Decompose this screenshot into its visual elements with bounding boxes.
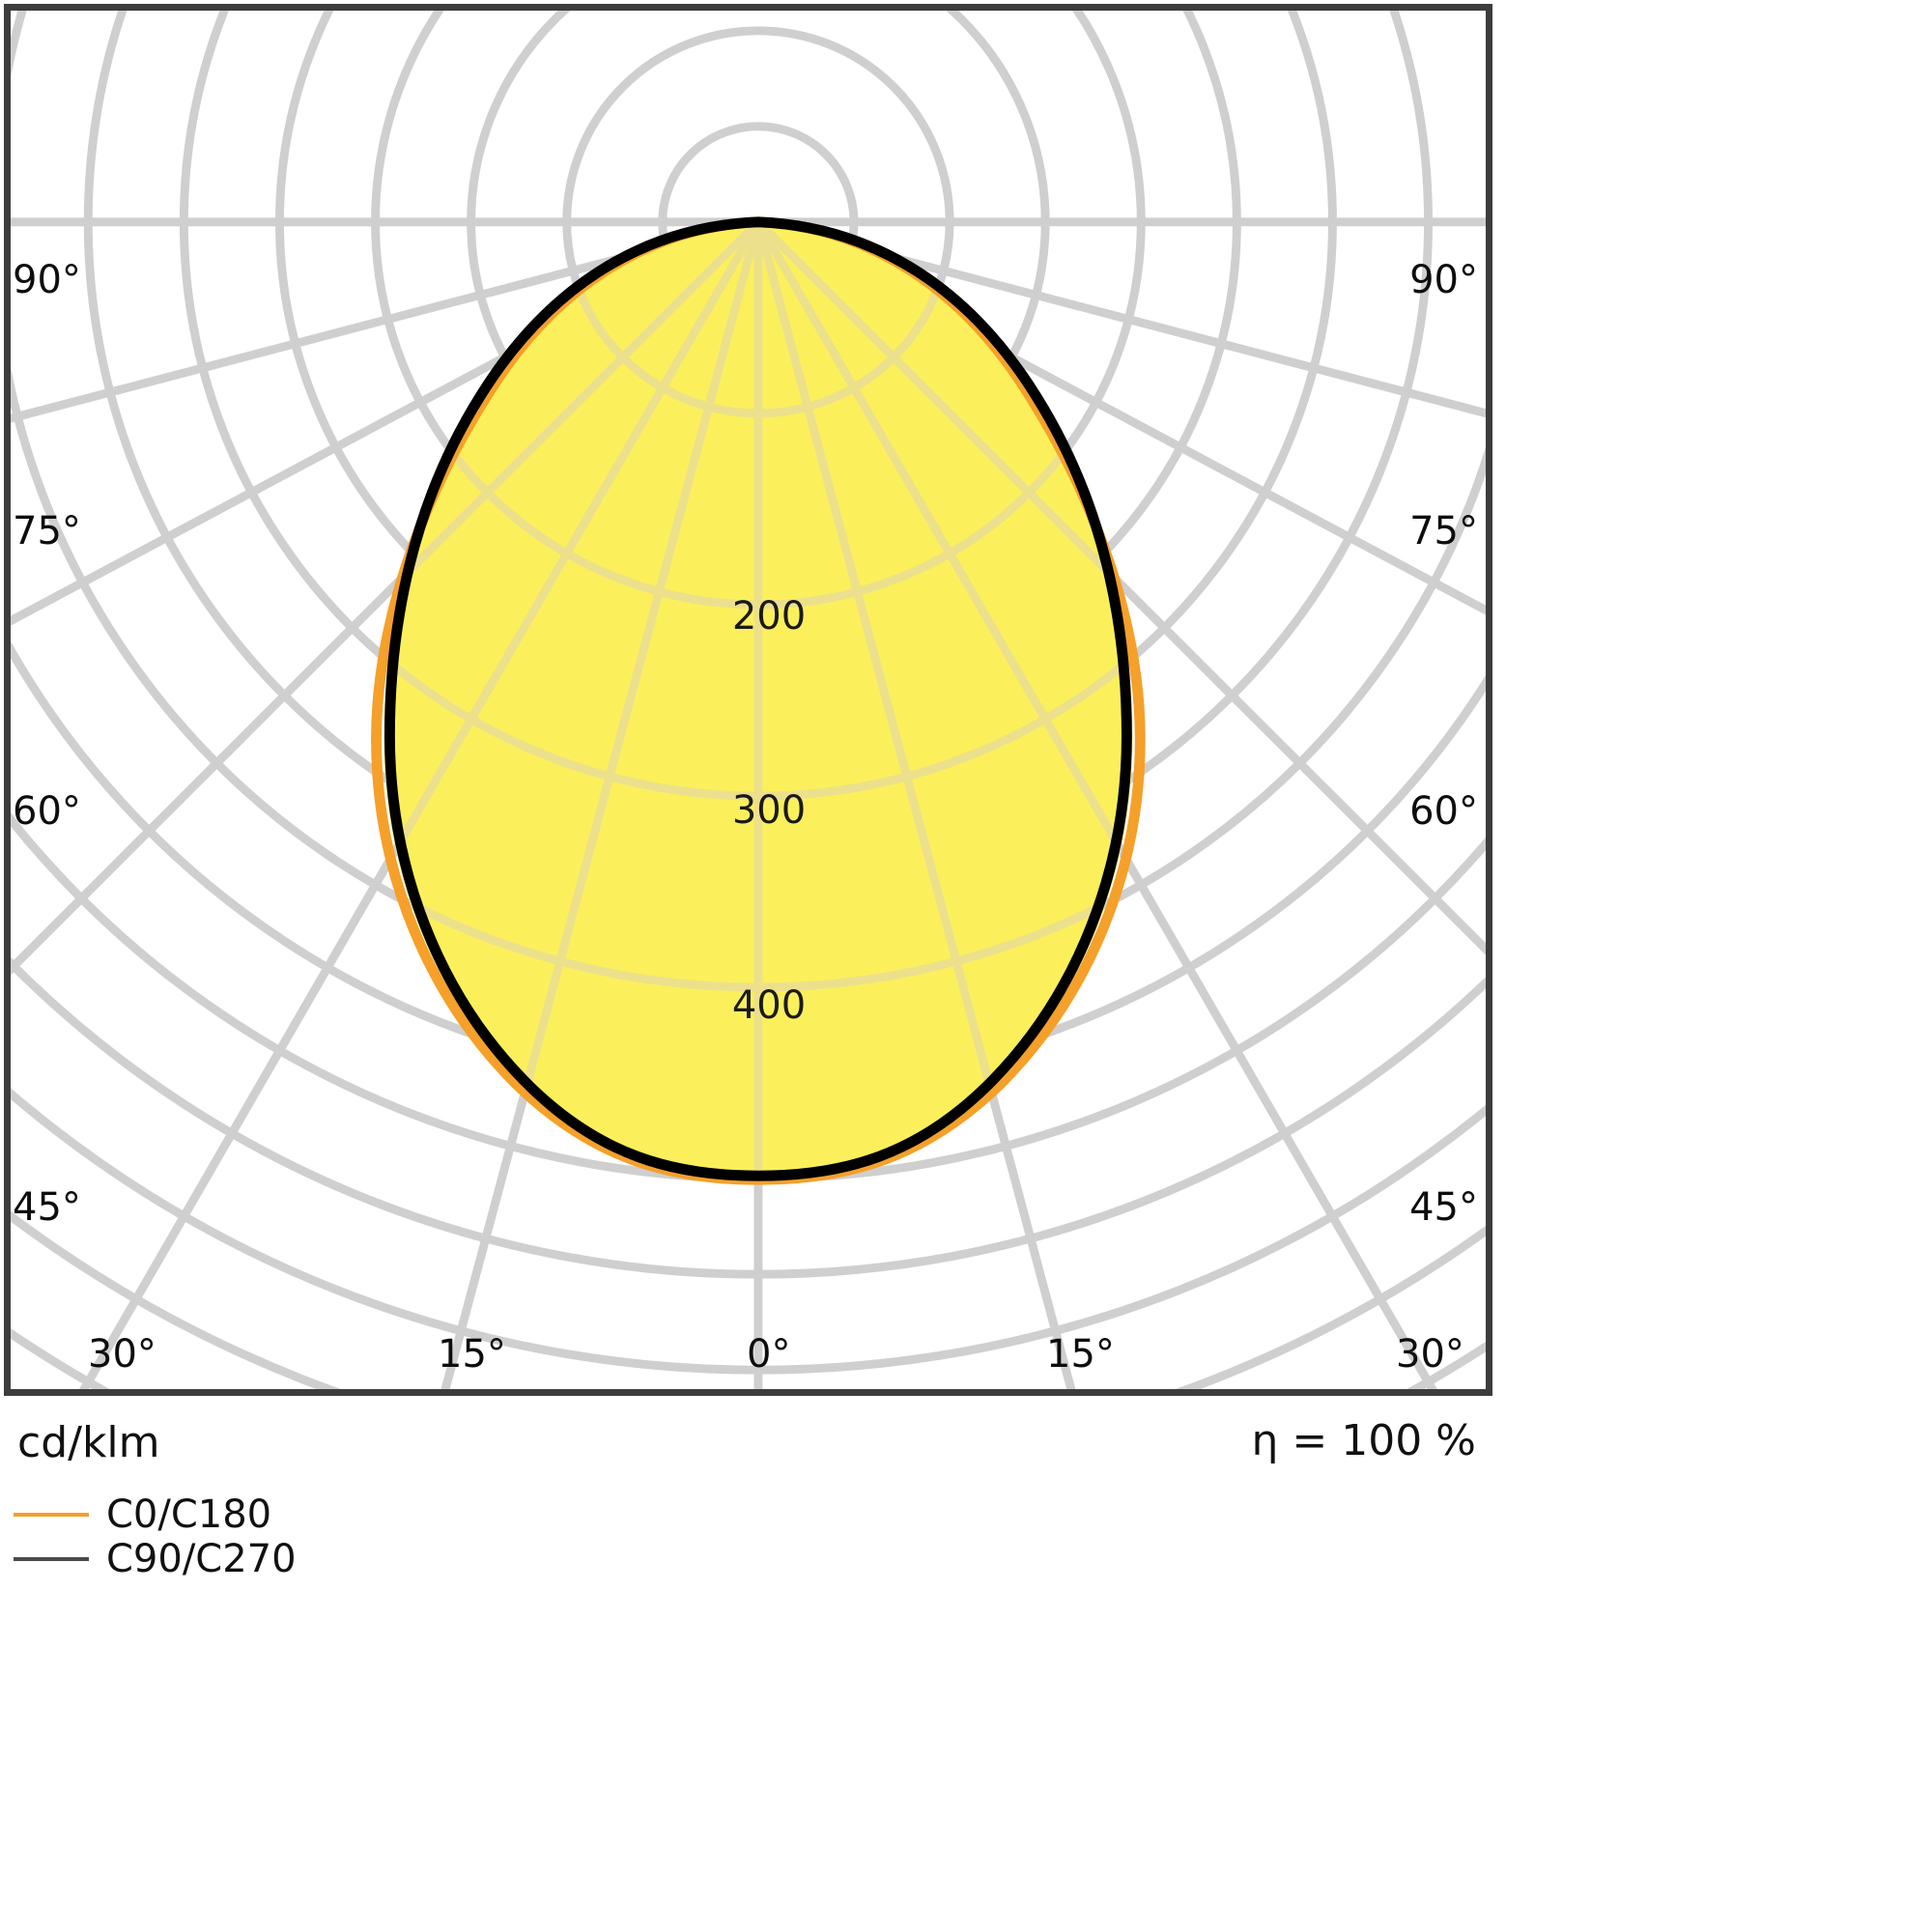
legend-label-c90-c270: C90/C270: [106, 1537, 297, 1581]
angle-label-left-90: 90°: [13, 258, 81, 302]
angle-label-bottom-0: 0°: [747, 1332, 791, 1377]
inner-grid-group: [384, 221, 1133, 1179]
legend-item-c0-c180: C0/C180: [14, 1492, 297, 1537]
radial-unit-label: cd/klm: [17, 1418, 160, 1467]
angle-label-bottom-15-left: 15°: [438, 1332, 506, 1377]
angle-label-right-75: 75°: [1409, 509, 1478, 554]
angle-label-left-60: 60°: [13, 789, 81, 834]
legend-swatch-c0-c180-icon: [14, 1513, 89, 1517]
chart-legend: C0/C180 C90/C270: [14, 1492, 297, 1581]
polar-plot-canvas: [11, 11, 1486, 1389]
angle-label-right-90: 90°: [1409, 258, 1478, 302]
legend-swatch-c90-c270-icon: [14, 1557, 89, 1561]
angle-label-bottom-30-left: 30°: [88, 1332, 156, 1377]
polar-light-distribution-diagram: 200 300 400 90° 75° 60° 45° 90° 75° 60° …: [4, 4, 1492, 1581]
ring-label-300: 300: [731, 788, 807, 833]
ring-label-400: 400: [731, 983, 807, 1028]
angle-label-left-75: 75°: [13, 509, 81, 554]
angle-label-left-45: 45°: [13, 1185, 81, 1230]
legend-item-c90-c270: C90/C270: [14, 1537, 297, 1581]
efficiency-label: η = 100 %: [1251, 1416, 1476, 1465]
plot-frame: 200 300 400 90° 75° 60° 45° 90° 75° 60° …: [4, 4, 1492, 1396]
angle-label-right-60: 60°: [1409, 789, 1478, 834]
ring-label-200: 200: [731, 594, 807, 639]
legend-label-c0-c180: C0/C180: [106, 1492, 272, 1537]
angle-label-bottom-30-right: 30°: [1396, 1332, 1464, 1377]
angle-label-bottom-15-right: 15°: [1046, 1332, 1115, 1377]
angle-label-right-45: 45°: [1409, 1185, 1478, 1230]
series-c90-c270-curve: [384, 216, 1132, 1181]
